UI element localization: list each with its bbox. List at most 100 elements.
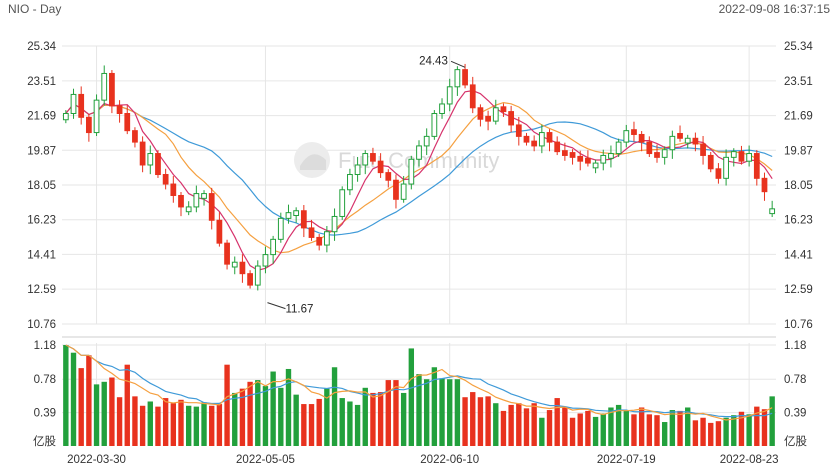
candle-body: [316, 236, 323, 246]
volume-bar: [285, 368, 292, 446]
volume-bar: [270, 371, 276, 446]
candle-body: [155, 153, 161, 176]
volume-bar: [715, 421, 722, 446]
volume-bar: [101, 381, 107, 446]
volume-bar: [685, 407, 691, 446]
candle-body: [454, 69, 461, 88]
candle-body: [162, 174, 169, 185]
x-tick-date: 2022-07-19: [597, 454, 656, 466]
volume-bar: [723, 417, 729, 446]
candle-body: [400, 183, 407, 200]
candle-body: [124, 112, 131, 132]
candle-body: [231, 261, 238, 268]
candle-body: [500, 106, 507, 113]
y-tick-left: 10.76: [27, 319, 56, 331]
candle-body: [692, 137, 699, 145]
x-tick-date: 2022-06-10: [420, 454, 479, 466]
watermark: Futu Community: [294, 142, 499, 178]
volume-bar: [554, 398, 560, 446]
volume-bar: [124, 364, 130, 446]
volume-ma-lines: [65, 344, 773, 421]
volume-bar: [63, 345, 69, 446]
candle-body: [147, 153, 154, 166]
volume-bar: [539, 417, 545, 446]
candlesticks: [62, 63, 776, 291]
ma20-line: [65, 103, 773, 236]
volume-bar: [569, 417, 576, 446]
candle-body: [577, 155, 584, 162]
volume-tick-right: 0.78: [784, 374, 806, 386]
candle-body: [109, 72, 115, 107]
volume-bar: [331, 367, 338, 446]
candle-body: [132, 130, 138, 143]
ma5-line: [65, 89, 773, 271]
candle-body: [431, 112, 438, 137]
volume-bar: [738, 411, 745, 446]
y-tick-right: 10.76: [784, 319, 813, 331]
candle-body: [247, 273, 253, 286]
candle-body: [423, 135, 430, 147]
candle-body: [347, 174, 353, 191]
candle-body: [116, 105, 123, 114]
candle-body: [78, 93, 85, 118]
volume-bar: [508, 404, 514, 446]
y-tick-left: 23.51: [27, 76, 56, 88]
candle-body: [753, 153, 760, 179]
y-tick-right: 12.59: [784, 284, 813, 296]
y-tick-left: 18.05: [27, 180, 56, 192]
ma10-line: [65, 101, 773, 254]
candle-body: [370, 153, 376, 162]
volume-bar: [293, 394, 299, 446]
candle-body: [654, 152, 660, 158]
candle-body: [170, 183, 177, 196]
candle-body: [201, 193, 207, 199]
volume-bar: [500, 410, 507, 446]
candle-body: [631, 129, 637, 135]
candle-body: [178, 194, 184, 208]
candle-body: [362, 153, 369, 166]
volume-bar: [377, 392, 384, 446]
y-tick-right: 19.87: [784, 145, 813, 157]
volume-bar: [70, 352, 77, 446]
volume-tick-left: 0.78: [34, 374, 56, 386]
candle-body: [469, 84, 476, 109]
candle-body: [508, 111, 515, 126]
x-tick-date: 2022-05-05: [236, 454, 295, 466]
candle-body: [746, 153, 753, 162]
y-tick-right: 14.41: [784, 249, 813, 261]
volume-bar: [669, 410, 676, 446]
y-tick-right: 25.34: [784, 41, 813, 53]
candle-body: [208, 193, 215, 221]
volume-bar: [78, 368, 84, 446]
candle-body: [723, 156, 729, 179]
candle-body: [515, 124, 522, 137]
volume-unit-right: 亿股: [784, 435, 807, 448]
volume-bar: [262, 386, 269, 446]
y-tick-left: 12.59: [27, 284, 56, 296]
candle-body: [62, 112, 69, 121]
candle-body: [646, 141, 653, 155]
candle-body: [615, 141, 622, 155]
candle-body: [193, 193, 200, 208]
candle-body: [707, 154, 714, 170]
volume-tick-right: 0.39: [784, 408, 806, 420]
volume-bar: [132, 396, 138, 446]
volume-bar: [93, 384, 100, 446]
candle-body: [585, 157, 591, 164]
volume-bar: [316, 398, 322, 446]
volume-bar: [661, 422, 668, 446]
candle-body: [270, 238, 277, 256]
volume-bar: [439, 378, 445, 446]
y-tick-left: 16.23: [27, 215, 56, 227]
volume-bar: [255, 380, 261, 446]
volume-bar: [731, 415, 737, 446]
candle-body: [308, 227, 315, 238]
candle-body: [661, 149, 668, 158]
candle-body: [492, 107, 499, 122]
moving-average-lines: [65, 89, 773, 271]
candle-body: [293, 210, 300, 217]
volume-bar: [324, 388, 330, 446]
volume-bar: [608, 407, 614, 446]
candle-body: [462, 69, 468, 86]
